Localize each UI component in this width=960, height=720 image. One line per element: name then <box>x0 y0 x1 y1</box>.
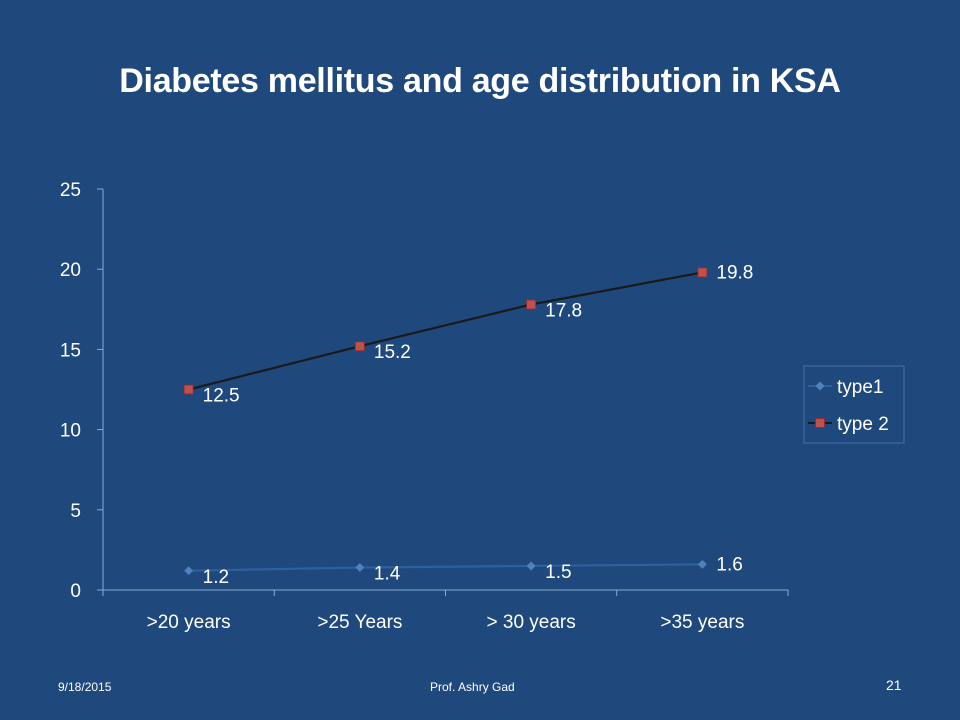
data-label: 1.2 <box>203 567 229 588</box>
x-tick-label: >25 Years <box>317 612 402 633</box>
y-tick-label: 25 <box>60 180 81 201</box>
legend-marker <box>815 418 825 428</box>
page-number: 21 <box>886 677 902 693</box>
data-point <box>697 559 707 569</box>
series-line-1 <box>188 271 703 391</box>
y-tick-label: 0 <box>70 581 81 602</box>
data-point <box>183 384 194 395</box>
data-point <box>526 299 537 310</box>
x-tick-label: >35 years <box>660 612 744 633</box>
data-point <box>526 561 536 571</box>
data-label: 1.5 <box>545 562 571 583</box>
legend-marker <box>815 381 825 391</box>
legend-label: type1 <box>837 377 883 398</box>
footer-date: 9/18/2015 <box>58 680 112 694</box>
footer-author: Prof. Ashry Gad <box>430 680 515 694</box>
data-point <box>354 341 365 352</box>
data-point <box>355 563 365 573</box>
legend-box <box>803 365 905 444</box>
data-point <box>697 267 708 278</box>
y-tick-label: 20 <box>60 260 81 281</box>
data-label: 15.2 <box>374 342 411 363</box>
data-label: 1.4 <box>374 564 401 585</box>
slide-title: Diabetes mellitus and age distribution i… <box>119 62 841 100</box>
data-label: 1.6 <box>716 554 742 575</box>
data-label: 17.8 <box>545 300 582 321</box>
legend-label: type 2 <box>837 414 889 435</box>
data-point <box>184 566 194 576</box>
y-tick-label: 15 <box>60 340 81 361</box>
y-tick-label: 5 <box>70 501 81 522</box>
series-line-0 <box>188 563 703 572</box>
data-label: 19.8 <box>716 262 753 283</box>
x-tick-label: > 30 years <box>487 612 576 633</box>
x-tick-label: >20 years <box>147 612 231 633</box>
data-label: 12.5 <box>203 386 240 407</box>
y-tick-label: 10 <box>60 421 81 442</box>
